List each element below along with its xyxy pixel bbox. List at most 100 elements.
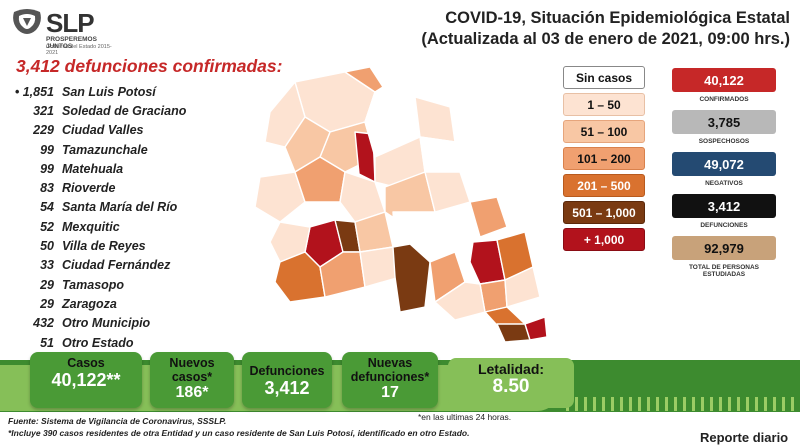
stat-box-value: 3,785 [672,110,776,134]
municipality-count-cell: 83 [6,181,62,195]
municipality-row: 51 Otro Estado [6,333,226,352]
municipality-name: Zaragoza [62,296,117,311]
legend-item: 51 – 100 [563,120,645,143]
municipality-count: 83 [40,181,54,196]
municipality-row: 83 Rioverde [6,178,226,197]
stat-box-label: SOSPECHOSOS [698,138,750,145]
map-region [434,281,486,321]
stat-nuevos-casos-value: 186* [175,384,209,401]
legend-item: 101 – 200 [563,147,645,170]
state-choropleth-map [254,66,548,343]
municipality-count: 432 [33,316,54,331]
legend-item: Sin casos [563,66,645,89]
municipality-count: 99 [40,161,54,176]
stat-casos: Casos 40,122** [30,352,142,408]
slp-logo-mark-icon [13,9,41,34]
stat-nuevas-defunciones: Nuevas defunciones* 17 [342,352,438,408]
daily-report-label: Reporte diario [700,430,789,445]
stat-casos-label: Casos [67,356,105,370]
slp-logo: SLP PROSPEREMOS JUNTOS Gobierno del Esta… [10,6,120,56]
map-legend: Sin casos 1 – 50 51 – 100 101 – 200 201 – 50… [563,66,645,255]
map-region [496,323,531,343]
stat-box-label: DEFUNCIONES [700,222,748,229]
municipality-bullet: • [14,84,23,99]
municipality-name: Mexquitic [62,219,120,234]
last-24h-footnote: *en las ultimas 24 horas. [418,412,512,422]
municipality-row: • 1,851 San Luis Potosí [6,82,226,101]
municipality-count-cell: 229 [6,123,62,137]
stat-letalidad-label: Letalidad: [477,361,545,377]
municipality-name: Otro Municipio [62,316,151,331]
municipality-row: 54 Santa María del Río [6,198,226,217]
municipality-count: 54 [40,200,54,215]
municipality-count-cell: 33 [6,258,62,272]
municipality-count-cell: 321 [6,104,62,118]
municipality-name: Matehuala [62,161,124,176]
map-region [284,116,331,173]
municipality-count-cell: 29 [6,278,62,292]
municipality-name: Villa de Reyes [62,239,146,254]
stat-defunciones-label: Defunciones [249,364,325,378]
municipality-count: 52 [40,219,54,234]
inclusion-footnote: *Incluye 390 casos residentes de otra En… [8,428,470,438]
municipality-name: Tamasopo [62,277,125,292]
municipality-row: 432 Otro Municipio [6,314,226,333]
map-region [419,136,461,173]
municipality-row: 50 Villa de Reyes [6,236,226,255]
stat-box-label: CONFIRMADOS [699,96,749,103]
municipality-name: Rioverde [62,181,116,196]
stat-casos-value: 40,122** [51,370,121,390]
municipality-count: 1,851 [22,84,54,99]
municipality-count: 33 [40,258,54,273]
municipality-row: 29 Tamasopo [6,275,226,294]
map-region [414,96,456,143]
municipality-count-cell: 50 [6,239,62,253]
municipality-row: 321 Soledad de Graciano [6,101,226,120]
title-line-1: COVID-19, Situación Epidemiológica Estat… [445,9,790,27]
municipality-count-cell: 99 [6,162,62,176]
legend-item: 501 – 1,000 [563,201,645,224]
municipality-count: 29 [40,296,54,311]
municipality-name: San Luis Potosí [62,84,156,99]
municipality-count-cell: 99 [6,143,62,157]
source-footnote: Fuente: Sistema de Vigilancia de Coronav… [8,416,227,426]
stat-box-value: 92,979 [672,236,776,260]
municipality-name: Ciudad Valles [62,123,144,138]
logo-word: SLP [46,8,95,38]
legend-item: 201 – 500 [563,174,645,197]
municipality-count: 229 [33,123,54,138]
legend-item: + 1,000 [563,228,645,251]
bottom-band-stripes [560,397,800,411]
stat-box-label: NEGATIVOS [705,180,743,187]
title-line-2: (Actualizada al 03 de enero de 2021, 09:… [421,30,790,48]
stat-box-value: 40,122 [672,68,776,92]
stats-panel: 40,122 CONFIRMADOS 3,785 SOSPECHOSOS 49,072 N… [672,68,776,285]
map-region [469,196,508,238]
municipality-name: Santa María del Río [62,200,178,215]
municipality-count-cell: 29 [6,297,62,311]
municipality-count: 50 [40,239,54,254]
municipality-row: 229 Ciudad Valles [6,121,226,140]
municipality-count-cell: 52 [6,220,62,234]
stat-defunciones-value: 3,412 [264,378,310,398]
municipality-count: 321 [33,103,54,118]
stat-defunciones: Defunciones 3,412 [242,352,332,408]
stat-box-label: TOTAL DE PERSONAS ESTUDIADAS [688,264,760,278]
legend-item: 1 – 50 [563,93,645,116]
stat-box-value: 49,072 [672,152,776,176]
municipality-deaths-list: • 1,851 San Luis Potosí 321 Soledad de Grac… [6,82,226,352]
stat-box-value: 3,412 [672,194,776,218]
municipality-row: 99 Tamazunchale [6,140,226,159]
map-region [504,266,541,308]
municipality-count-cell: • 1,851 [6,85,62,99]
municipality-name: Soledad de Graciano [62,103,187,118]
municipality-count-cell: 51 [6,336,62,350]
logo-tagline: PROSPEREMOS JUNTOS [46,36,97,50]
map-region [344,66,384,93]
map-region [524,316,548,341]
stat-nuevas-defunciones-value: 17 [381,384,399,401]
municipality-name: Tamazunchale [62,142,148,157]
stat-nuevos-casos: Nuevos casos* 186* [150,352,234,408]
map-region [254,171,306,223]
municipality-count: 51 [40,335,54,350]
